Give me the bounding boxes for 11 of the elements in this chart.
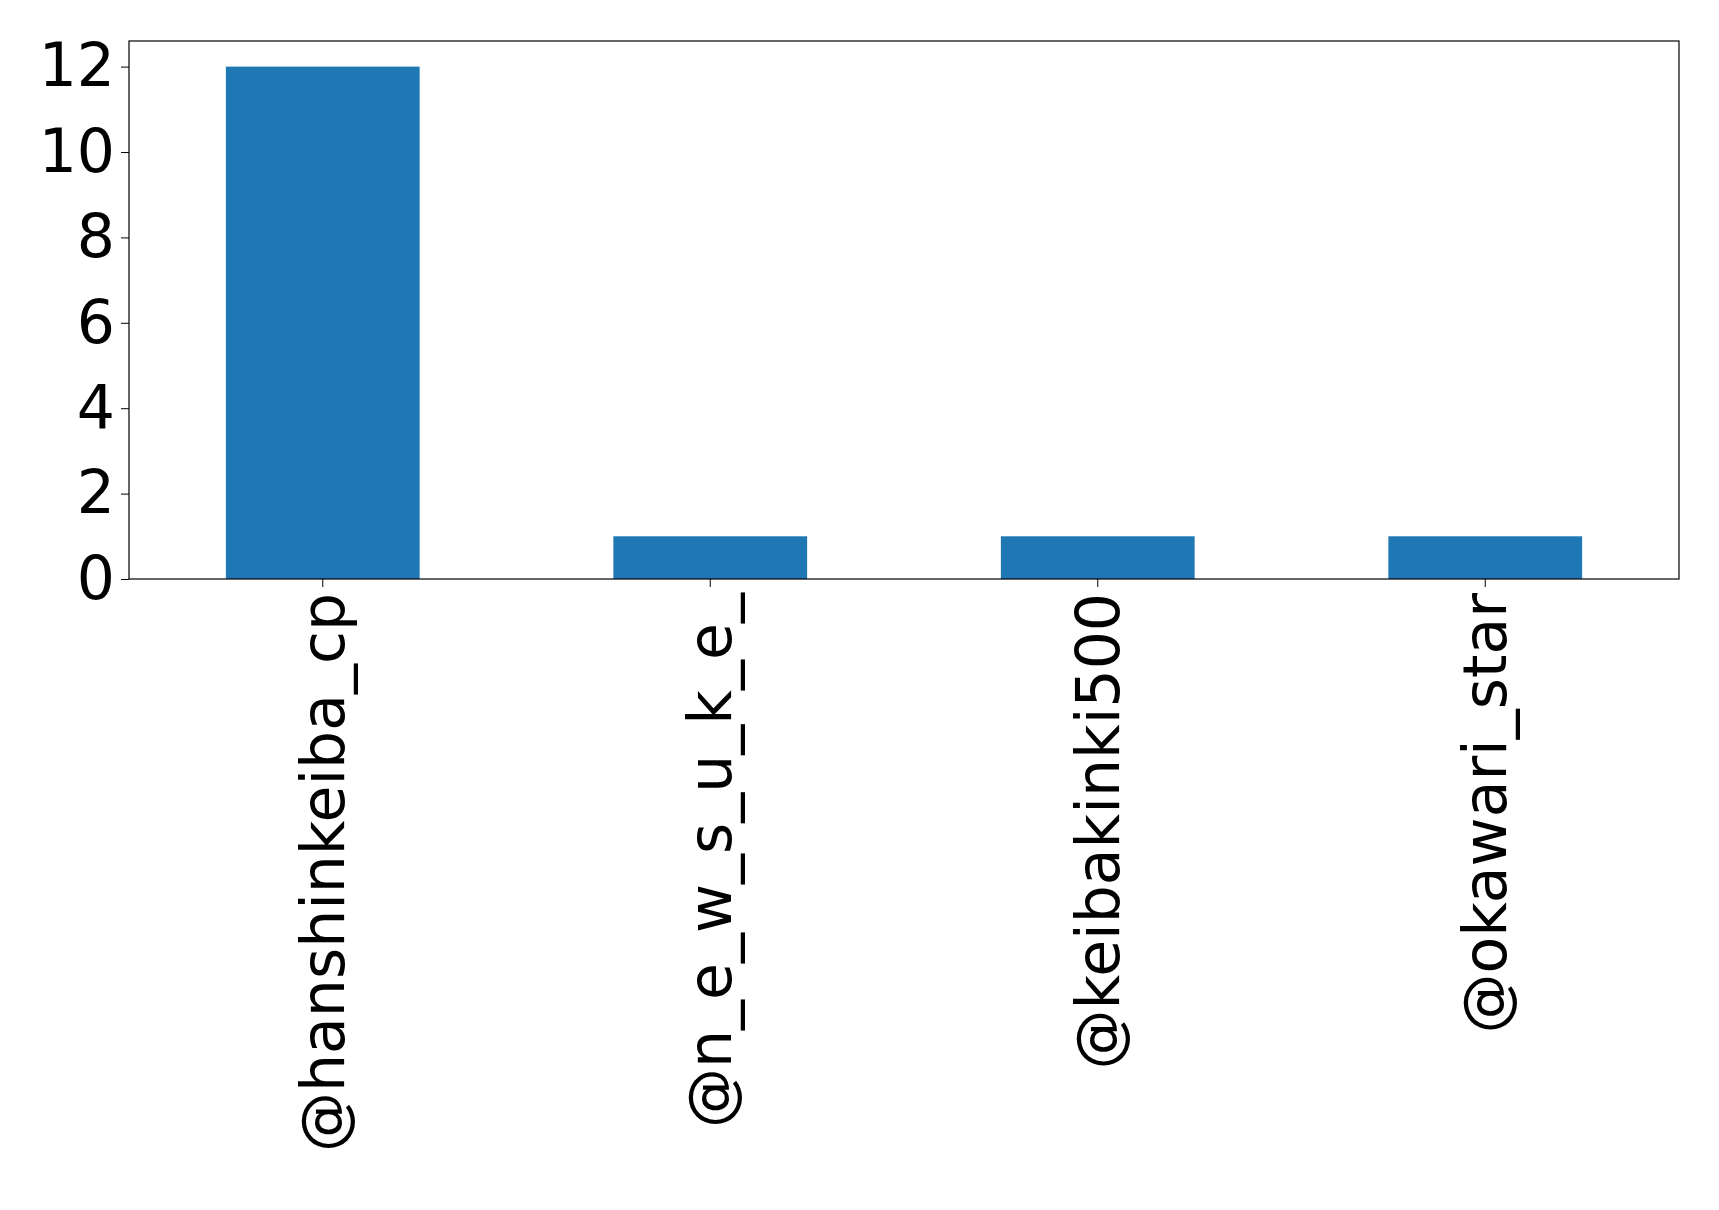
y-tick-label: 6	[76, 286, 115, 357]
x-tick-label: @hanshinkeiba_cp	[287, 593, 358, 1152]
y-tick-label: 10	[38, 115, 115, 186]
y-tick-label: 0	[76, 542, 115, 613]
x-tick-label: @n_e_w_s_u_k_e_	[675, 592, 746, 1128]
y-tick-label: 4	[76, 371, 115, 442]
y-tick-label: 2	[76, 457, 115, 528]
y-tick-label: 8	[76, 201, 115, 272]
y-tick-label: 12	[38, 30, 115, 101]
x-tick-label: @okawari_star	[1450, 592, 1521, 1034]
x-tick-label: @keibakinki500	[1062, 593, 1133, 1070]
